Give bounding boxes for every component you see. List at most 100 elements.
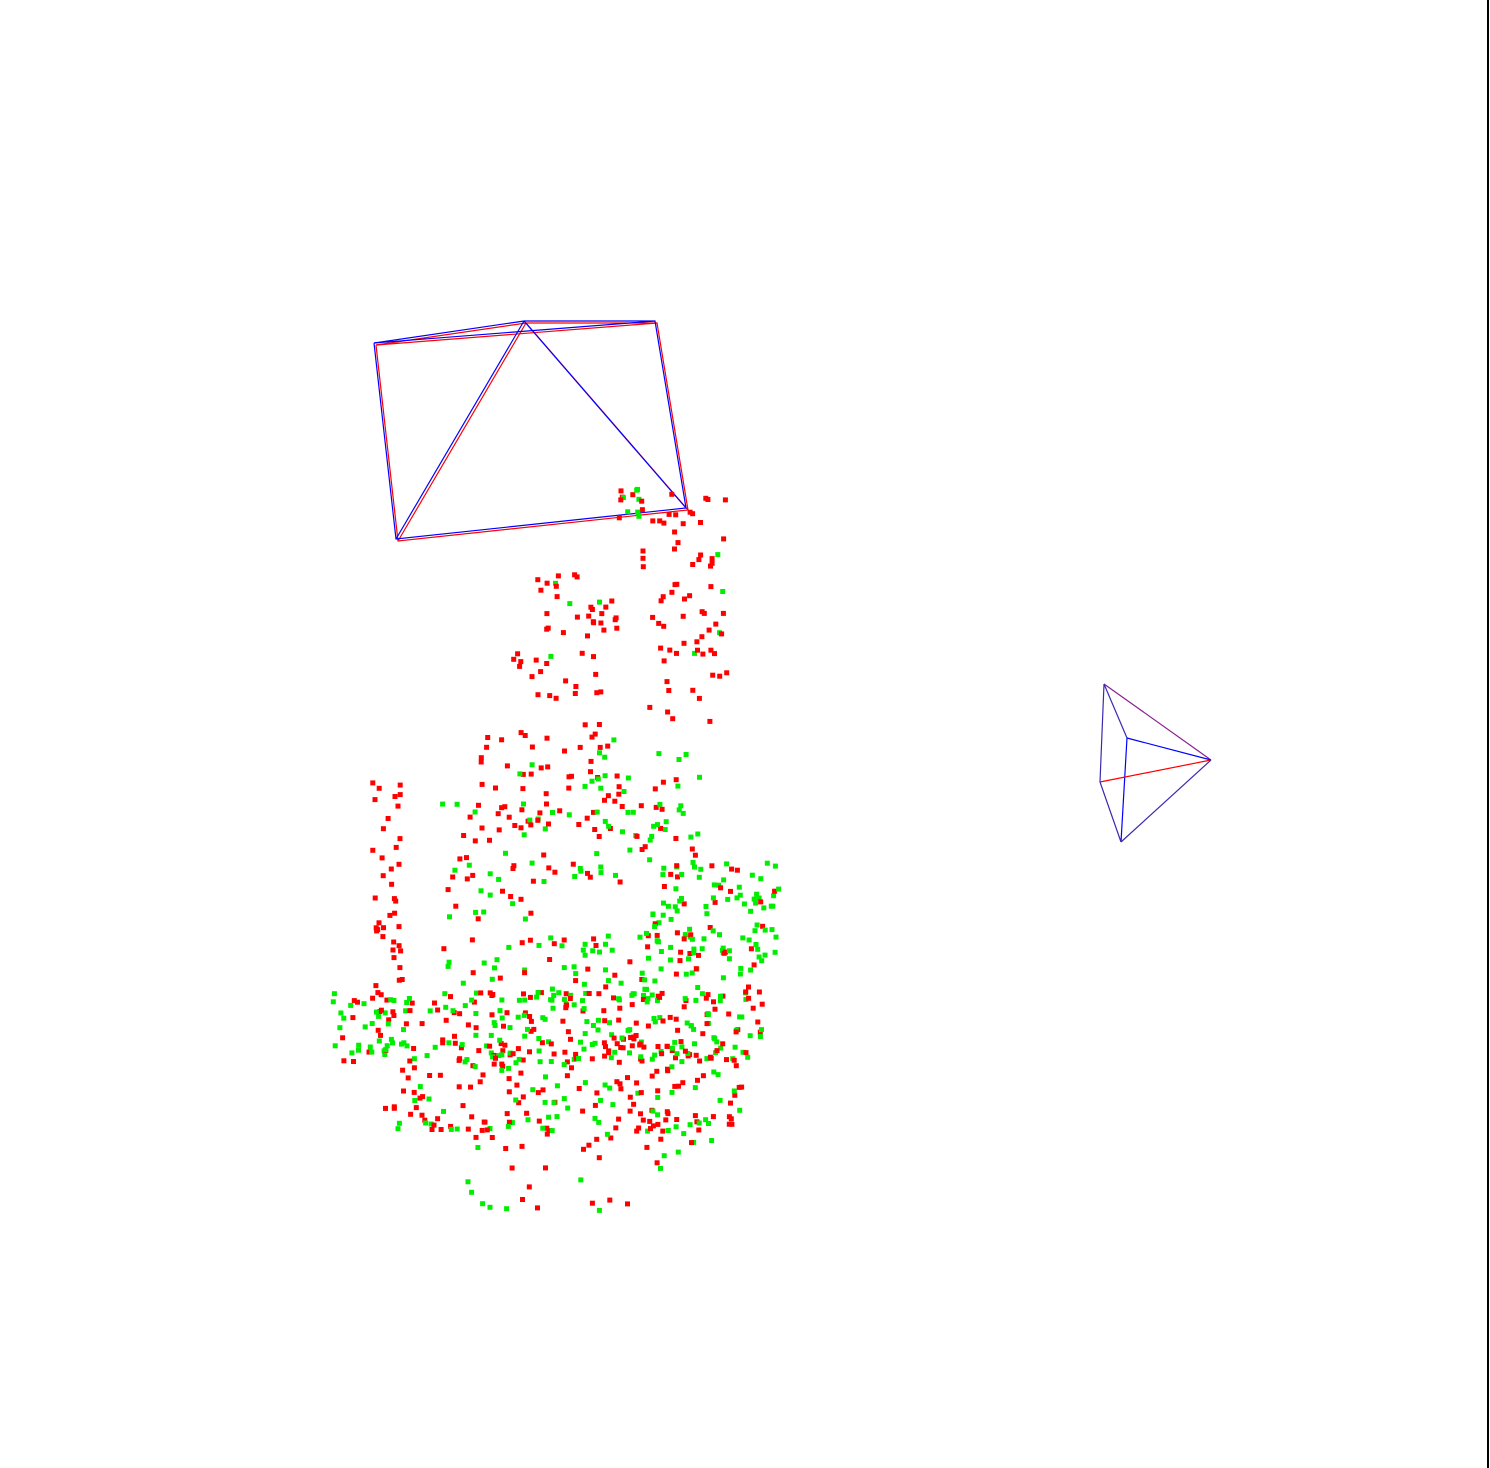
point-red	[669, 491, 675, 497]
point-green	[691, 950, 697, 956]
point-red	[469, 1114, 475, 1120]
point-green	[403, 1008, 409, 1014]
camera-frustum-2[interactable]	[1099, 683, 1212, 843]
point-red	[588, 758, 594, 764]
point-green	[578, 1039, 583, 1045]
point-green	[448, 1126, 454, 1132]
point-red	[528, 910, 534, 916]
point-red	[658, 598, 664, 604]
point-red	[543, 791, 549, 797]
point-red	[618, 1045, 624, 1050]
point-green	[578, 1177, 584, 1183]
point-red	[473, 1025, 479, 1031]
point-green	[611, 737, 617, 743]
point-red	[591, 654, 596, 660]
point-green	[749, 872, 755, 878]
point-red	[480, 1072, 486, 1078]
point-red	[552, 869, 558, 875]
point-green	[680, 810, 686, 816]
point-green	[561, 1062, 567, 1068]
point-green	[652, 924, 658, 929]
camera-frustum-1[interactable]	[373, 320, 689, 542]
point-red	[709, 556, 715, 562]
point-red	[566, 785, 572, 791]
point-green	[330, 999, 336, 1005]
point-red	[692, 1113, 698, 1119]
point-red	[614, 1079, 620, 1085]
point-red	[464, 876, 470, 882]
point-red	[397, 836, 403, 842]
point-red	[574, 614, 580, 620]
point-red	[464, 855, 469, 861]
point-green	[580, 947, 586, 953]
point-red	[665, 1111, 671, 1117]
point-red	[603, 604, 609, 610]
point-red	[479, 781, 485, 787]
point-green	[651, 1016, 657, 1021]
point-green	[679, 896, 684, 901]
point-red	[693, 1052, 699, 1058]
point-red	[634, 1080, 640, 1086]
point-red	[391, 1104, 397, 1110]
point-green	[571, 964, 577, 970]
point-red	[708, 647, 714, 653]
point-red	[485, 735, 491, 740]
point-red	[393, 844, 399, 850]
point-red	[612, 798, 618, 804]
point-red	[748, 946, 754, 952]
point-red	[678, 949, 684, 955]
point-red	[520, 1094, 526, 1100]
point-red	[675, 874, 680, 880]
point-green	[669, 1064, 675, 1070]
point-red	[537, 810, 543, 816]
point-green	[687, 1122, 693, 1128]
point-red	[411, 1089, 417, 1095]
point-red	[535, 577, 541, 583]
point-red	[625, 1201, 630, 1207]
point-green	[669, 1089, 675, 1095]
point-green	[534, 994, 540, 1000]
point-green	[454, 1126, 460, 1132]
point-red	[659, 806, 665, 812]
point-red	[681, 901, 687, 907]
point-red	[432, 1000, 437, 1006]
point-red	[690, 687, 696, 693]
point-red	[611, 995, 616, 1001]
point-green	[691, 946, 697, 952]
point-green	[362, 1024, 368, 1030]
point-red	[526, 1184, 532, 1190]
point-green	[546, 1039, 551, 1045]
point-red	[405, 1075, 411, 1081]
point-red	[531, 1026, 537, 1032]
point-green	[631, 991, 637, 997]
point-green	[756, 895, 762, 901]
point-green	[556, 990, 562, 996]
point-green	[390, 1040, 395, 1046]
point-green	[618, 980, 624, 986]
point-green	[662, 827, 668, 832]
point-red	[660, 779, 666, 785]
point-red	[500, 888, 505, 894]
point-red	[479, 825, 485, 831]
point-red	[566, 774, 572, 780]
point-red	[718, 885, 724, 891]
point-green	[541, 879, 547, 884]
point-green	[679, 1044, 685, 1050]
point-green	[636, 496, 642, 502]
point-green	[489, 976, 495, 982]
point-red	[490, 992, 496, 997]
point-green	[452, 867, 458, 873]
point-green	[692, 1041, 697, 1047]
point-green	[492, 965, 497, 971]
point-green	[610, 1102, 616, 1108]
point-green	[478, 888, 484, 894]
point-green	[770, 903, 776, 909]
point-green	[474, 990, 479, 996]
point-red	[746, 984, 751, 990]
point-green	[669, 1045, 675, 1051]
point-green	[592, 1040, 598, 1046]
point-red	[640, 564, 646, 570]
point-red	[709, 863, 715, 869]
point-red	[535, 692, 541, 698]
